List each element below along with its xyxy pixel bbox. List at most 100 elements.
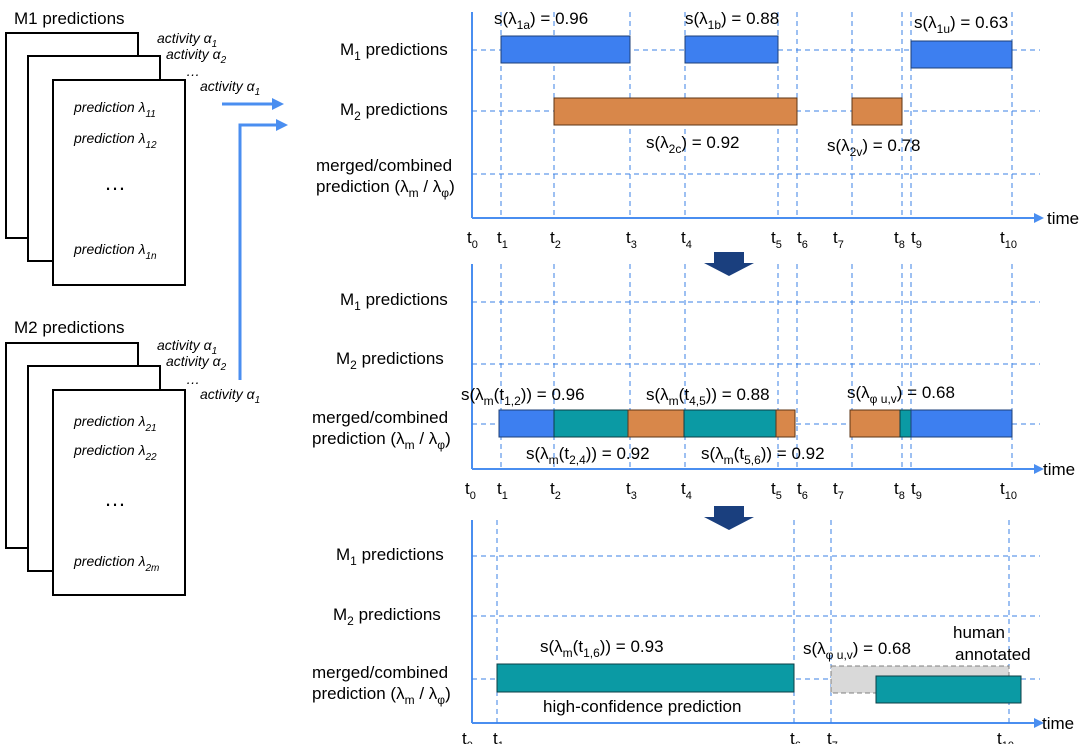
panel-1-tick-t7: t7 [833, 228, 844, 251]
m2-sheet-front [52, 389, 186, 596]
panel-3-tick-labels: t0 t1 t6 t7 t10 [462, 729, 1014, 744]
m1-activity-2: activity α2 [166, 46, 227, 66]
m2-prediction-stack: M2 predictions activity α1 activity α2 …… [5, 318, 260, 596]
m2-prediction-ellipsis: … [104, 486, 126, 511]
panel-1-score-2v: s(λ2v) = 0.78 [827, 136, 920, 159]
panel-3-high-confidence-label: high-confidence prediction [543, 697, 741, 716]
m1-stack-title: M1 predictions [14, 9, 125, 28]
panel-2-tick-t8: t8 [894, 479, 905, 502]
panel-1-score-1a: s(λ1a) = 0.96 [494, 9, 588, 32]
m2-activity-last: activity α1 [200, 386, 260, 406]
panel-1-row-label-m1: M1 predictions [340, 40, 448, 63]
panel-1-raw-predictions: time M1 predictions M2 predictions merge… [316, 9, 1079, 251]
panel-2-tick-t1: t1 [497, 479, 508, 502]
panel-2-tick-t5: t5 [771, 479, 782, 502]
panel-3-tick-t6: t6 [790, 729, 801, 744]
m1-activity-ellipsis: … [186, 63, 200, 79]
panel-2-tick-t0: t0 [465, 479, 476, 502]
panel-3-row-label-m1: M1 predictions [336, 545, 444, 568]
panel-3-row-label-merged-line1: merged/combined [312, 663, 448, 682]
panel-1-m2-bar-c [553, 97, 798, 126]
panel-3-row-label-merged-line2: prediction (λm / λφ) [312, 684, 451, 707]
panel-2-merged-predictions: time M1 predictions M2 predictions merge… [312, 264, 1075, 502]
m1-prediction-stack: M1 predictions activity α1 activity α2 …… [5, 9, 260, 286]
panel-2-merged-bar-combined-3 [899, 409, 912, 438]
panel-1-score-1u: s(λ1u) = 0.63 [914, 13, 1008, 36]
panel-2-merged-bar-combined-1 [553, 409, 629, 438]
panel-3-human-label-line2: annotated [955, 645, 1031, 664]
m2-activity-ellipsis: … [186, 371, 200, 387]
m2-stack-title: M2 predictions [14, 318, 125, 337]
panel-1-tick-t4: t4 [681, 228, 692, 251]
panel-1-tick-t6: t6 [797, 228, 808, 251]
panel-2-row-label-m2: M2 predictions [336, 349, 444, 372]
panel-3-score-m16: s(λm(t1,6)) = 0.93 [540, 637, 664, 660]
panel-2-merged-bar-combined-2 [683, 409, 777, 438]
m2-prediction-2m: prediction λ2m [73, 553, 159, 574]
m1-flow-arrowhead [272, 98, 284, 110]
panel-1-m1-bar-u [910, 40, 1013, 69]
panel-1-row-label-merged-line2: prediction (λm / λφ) [316, 177, 455, 200]
m1-activity-last: activity α1 [200, 78, 260, 98]
panel-1-axis-arrowhead [1034, 213, 1044, 223]
panel-2-merged-bar-m2-c [627, 409, 685, 438]
m2-activity-1: activity α1 [157, 337, 217, 357]
panel-2-axis-label: time [1043, 460, 1075, 479]
panel-2-score-m12: s(λm(t1,2)) = 0.96 [461, 385, 585, 408]
panel-3-final-predictions: time M1 predictions M2 predictions merge… [312, 520, 1074, 744]
panel-3-axis-arrowhead [1034, 718, 1044, 728]
m1-sheet-front [52, 79, 186, 286]
panel-1-m1-bar-a [500, 35, 631, 64]
panel-3-tick-lines [496, 520, 1010, 723]
m1-prediction-11: prediction λ11 [73, 99, 156, 120]
m1-activity-1: activity α1 [157, 30, 217, 50]
panel-2-row-label-merged-line1: merged/combined [312, 408, 448, 427]
panel-2-axis-arrowhead [1034, 464, 1044, 474]
panel-1-row-label-merged-line1: merged/combined [316, 156, 452, 175]
m2-prediction-22: prediction λ22 [73, 442, 157, 463]
panel-1-tick-t3: t3 [626, 228, 637, 251]
m2-flow-arrowhead [276, 119, 288, 131]
panel-2-tick-t7: t7 [833, 479, 844, 502]
m1-prediction-12: prediction λ12 [73, 130, 157, 151]
panel-3-tick-t7: t7 [827, 729, 838, 744]
panel-2-score-m24: s(λm(t2,4)) = 0.92 [526, 444, 650, 467]
panel-2-merged-bar-m2-v [849, 409, 901, 438]
panel-2-tick-t10: t10 [1000, 479, 1017, 502]
panel-1-tick-t9: t9 [911, 228, 922, 251]
panel-2-score-phi: s(λφ u,v) = 0.68 [847, 383, 955, 406]
panel-2-tick-t9: t9 [911, 479, 922, 502]
panel-2-score-m56: s(λm(t5,6)) = 0.92 [701, 444, 825, 467]
panel-1-tick-t5: t5 [771, 228, 782, 251]
panel-3-merged-bar-phi [875, 675, 1022, 704]
panel-2-row-label-merged-line2: prediction (λm / λφ) [312, 429, 451, 452]
m2-activity-2: activity α2 [166, 353, 227, 373]
panel-3-merged-bar-high-confidence [496, 663, 795, 693]
panel-1-m2-bar-v [851, 97, 903, 126]
m2-prediction-21: prediction λ21 [73, 413, 157, 434]
panel-2-row-label-m1: M1 predictions [340, 290, 448, 313]
panel-3-tick-t1: t1 [493, 729, 504, 744]
m2-flow-arrow [238, 123, 276, 380]
step-arrow-2 [704, 506, 754, 530]
panel-2-merged-bar-m1-a [498, 409, 555, 438]
panel-2-tick-t6: t6 [797, 479, 808, 502]
panel-3-score-phi: s(λφ u,v) = 0.68 [803, 639, 911, 662]
panel-1-m1-bar-b [684, 35, 779, 64]
step-arrow-1 [704, 252, 754, 276]
panel-2-tick-labels: t0 t1 t2 t3 t4 t5 t6 t7 t8 t9 t10 [465, 479, 1017, 502]
panel-2-tick-t3: t3 [626, 479, 637, 502]
panel-2-tick-t2: t2 [550, 479, 561, 502]
m1-prediction-1n: prediction λ1n [73, 241, 157, 262]
panel-1-tick-labels: t0 t1 t2 t3 t4 t5 t6 t7 t8 t9 t10 [467, 228, 1017, 251]
panel-2-tick-t4: t4 [681, 479, 692, 502]
panel-2-merged-bar-m1-u [910, 409, 1013, 438]
panel-1-axis-label: time [1047, 209, 1079, 228]
panel-1-score-2c: s(λ2c) = 0.92 [646, 133, 739, 156]
panel-3-human-label-line1: human [953, 623, 1005, 642]
panel-1-row-label-m2: M2 predictions [340, 100, 448, 123]
panel-2-tick-lines [500, 264, 1013, 469]
panel-1-tick-t8: t8 [894, 228, 905, 251]
input-flow-arrows [222, 98, 288, 380]
